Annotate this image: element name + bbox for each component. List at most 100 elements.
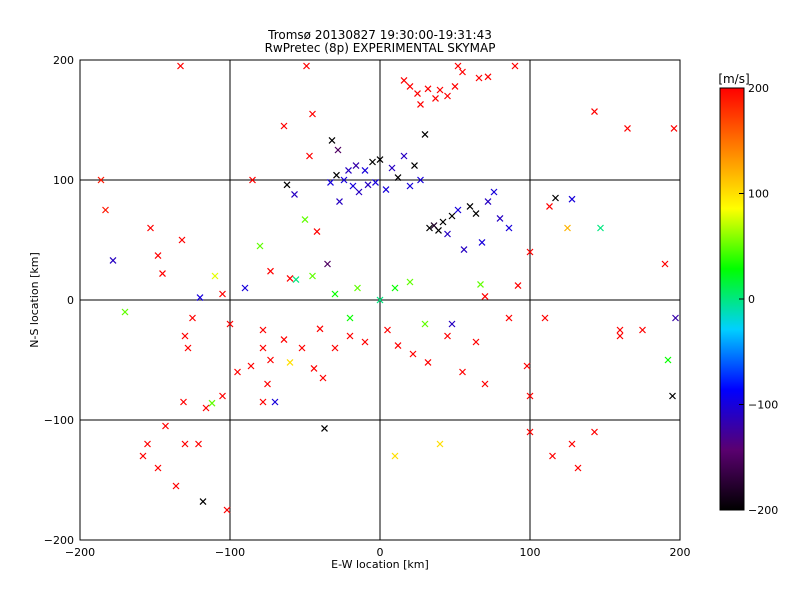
data-point-cross [406, 278, 414, 286]
colorbar-tick-label: 100 [748, 188, 769, 201]
data-point-cross [309, 110, 316, 118]
data-point-cross [159, 270, 166, 278]
data-point-cross [624, 124, 631, 132]
data-point-cross [591, 108, 598, 116]
y-tick-label: 100 [53, 174, 74, 187]
data-point-cross [454, 62, 462, 70]
data-point-cross [139, 452, 147, 460]
data-point-cross [355, 188, 363, 196]
data-point-cross [526, 392, 534, 400]
y-tick-label: −100 [44, 414, 74, 427]
data-point-cross [597, 224, 604, 232]
data-point-cross [400, 152, 408, 160]
data-point-cross [526, 428, 534, 436]
data-point-cross [477, 280, 484, 288]
data-point-cross [466, 202, 474, 210]
data-point-cross [316, 325, 324, 333]
data-point-cross [286, 358, 294, 366]
data-point-cross [184, 344, 192, 352]
data-point-cross [259, 398, 267, 406]
data-point-cross [669, 392, 676, 400]
data-point-cross [331, 344, 339, 352]
data-point-cross [426, 224, 433, 232]
data-point-cross [568, 195, 576, 203]
data-point-cross [459, 368, 466, 376]
data-point-cross [121, 308, 129, 316]
x-tick-label: −200 [65, 546, 95, 559]
data-point-cross [409, 350, 417, 358]
data-point-cross [514, 282, 522, 290]
colorbar-tick-label: −100 [748, 399, 778, 412]
data-point-cross [436, 86, 444, 94]
y-tick-label: 200 [53, 54, 74, 67]
data-point-cross [444, 332, 451, 340]
data-point-cross [568, 440, 576, 448]
data-point-cross [267, 356, 274, 364]
data-point-cross [574, 464, 582, 472]
data-point-cross [369, 158, 376, 166]
data-point-cross [324, 260, 331, 268]
data-point-cross [394, 342, 402, 350]
data-point-cross [372, 178, 379, 186]
data-point-cross [421, 320, 429, 328]
data-point-cross [541, 314, 549, 322]
data-point-cross [319, 374, 327, 382]
data-point-cross [346, 314, 354, 322]
data-point-cross [511, 62, 519, 70]
data-point-cross [280, 122, 288, 130]
data-point-cross [364, 181, 372, 189]
data-point-cross [292, 276, 300, 284]
data-point-cross [147, 224, 154, 232]
data-point-cross [349, 182, 357, 190]
data-point-cross [354, 284, 361, 292]
data-point-cross [400, 76, 408, 84]
data-point-cross [484, 198, 492, 206]
data-point-cross [460, 246, 468, 254]
data-point-cross [549, 452, 556, 460]
x-axis-label: E-W location [km] [331, 558, 429, 571]
data-point-cross [481, 292, 489, 300]
data-point-cross [196, 294, 204, 302]
data-point-cross [199, 498, 207, 506]
colorbar-tick-label: 0 [748, 293, 755, 306]
data-point-cross [472, 338, 480, 346]
data-point-cross [109, 256, 117, 264]
data-point-cross [376, 296, 384, 304]
data-point-cross [546, 202, 553, 210]
colorbar-ticks: 200 100 0 −100 −200 [739, 82, 778, 517]
data-point-cross [382, 186, 390, 194]
data-point-cross [616, 332, 624, 340]
data-point-cross [523, 362, 531, 370]
data-point-cross [444, 92, 451, 100]
data-point-cross [291, 190, 298, 198]
data-point-cross [552, 194, 559, 202]
data-point-cross [670, 124, 678, 132]
data-point-cross [391, 284, 399, 292]
data-point-cross [591, 428, 598, 436]
chart-title: Tromsø 20130827 19:30:00-19:31:43 [267, 28, 492, 42]
data-point-cross [417, 176, 424, 184]
data-point-cross [306, 152, 313, 160]
data-point-cross [391, 452, 399, 460]
data-point-cross [346, 332, 354, 340]
data-point-cross [321, 424, 328, 432]
data-point-cross [376, 156, 384, 164]
data-point-cross [162, 422, 169, 430]
data-point-cross [219, 290, 226, 298]
data-point-cross [472, 210, 480, 218]
data-point-cross [247, 362, 255, 370]
data-point-cross [478, 238, 486, 246]
data-point-cross [286, 274, 294, 282]
data-point-cross [234, 368, 241, 376]
data-point-cross [172, 482, 180, 490]
data-point-cross [328, 136, 336, 144]
data-point-cross [496, 214, 504, 222]
data-point-cross [361, 166, 369, 174]
data-point-cross [271, 398, 279, 406]
data-point-cross [310, 364, 318, 372]
y-axis-label: N-S location [km] [28, 252, 41, 348]
data-point-cross [672, 314, 679, 322]
colorbar-label: [m/s] [718, 72, 749, 86]
data-point-cross [303, 62, 310, 70]
data-point-cross [432, 94, 439, 102]
